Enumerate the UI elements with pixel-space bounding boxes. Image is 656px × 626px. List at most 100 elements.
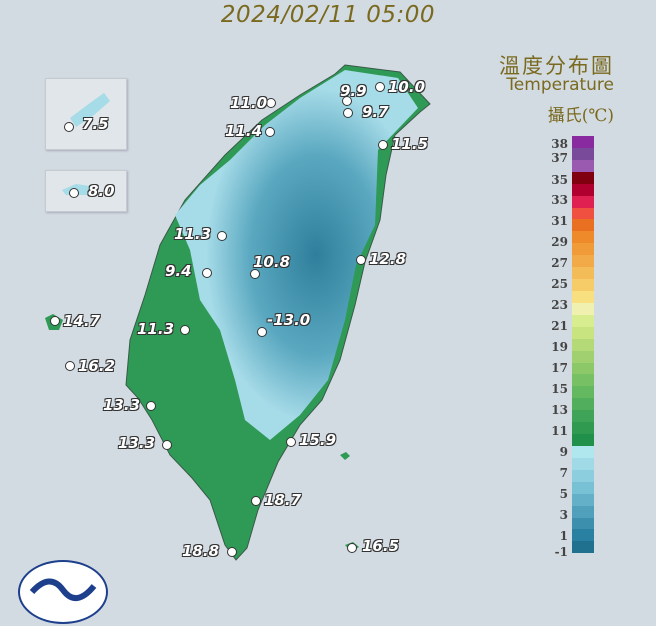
cold-interior: [175, 70, 418, 440]
colorbar-segment: [572, 326, 594, 339]
station-marker[interactable]: [347, 543, 357, 553]
colorbar-segment: [572, 159, 594, 172]
colorbar-tick-label: 7: [559, 466, 568, 480]
colorbar-segment: [572, 267, 594, 280]
station-temperature-label: 16.2: [78, 357, 116, 375]
colorbar-segment: [572, 529, 594, 542]
station-marker[interactable]: [217, 231, 227, 241]
station-marker[interactable]: [286, 437, 296, 447]
station-temperature-label: 9.4: [165, 262, 192, 280]
station-marker[interactable]: [265, 127, 275, 137]
colorbar-segment: [572, 147, 594, 160]
colorbar-tick-label: 38: [551, 137, 568, 151]
colorbar-segment: [572, 255, 594, 268]
colorbar-tick-label: 23: [551, 298, 568, 312]
colorbar-tick-label: 33: [551, 193, 568, 207]
station-marker[interactable]: [343, 108, 353, 118]
colorbar-segment: [572, 207, 594, 220]
station-temperature-label: 18.8: [182, 542, 220, 560]
colorbar-segment: [572, 231, 594, 244]
station-marker[interactable]: [266, 98, 276, 108]
station-temperature-label: -13.0: [267, 311, 311, 329]
station-temperature-label: 13.3: [103, 396, 141, 414]
station-temperature-label: 18.7: [264, 491, 302, 509]
station-temperature-label: 12.8: [369, 250, 407, 268]
colorbar-segment: [572, 517, 594, 530]
station-marker[interactable]: [227, 547, 237, 557]
station-temperature-label: 10.8: [253, 253, 291, 271]
colorbar-tick-label: 5: [559, 487, 568, 501]
colorbar-segment: [572, 219, 594, 232]
colorbar-segment: [572, 290, 594, 303]
station-marker[interactable]: [65, 361, 75, 371]
station-temperature-label: 8.0: [88, 182, 115, 200]
station-temperature-label: 11.4: [225, 122, 263, 140]
station-marker[interactable]: [342, 96, 352, 106]
colorbar-tick-label: 9: [559, 445, 568, 459]
colorbar-segment: [572, 410, 594, 423]
colorbar-segment: [572, 183, 594, 196]
colorbar-segment: [572, 445, 594, 458]
colorbar-segment: [572, 481, 594, 494]
station-temperature-label: 16.5: [362, 537, 400, 555]
legend-title-zh: 溫度分布圖: [499, 54, 614, 78]
colorbar-segment: [572, 434, 594, 446]
station-marker[interactable]: [146, 401, 156, 411]
station-temperature-label: 11.3: [137, 320, 175, 338]
colorbar-segment: [572, 279, 594, 291]
colorbar-segment: [572, 493, 594, 506]
colorbar-segment: [572, 302, 594, 315]
colorbar-segment: [572, 171, 594, 184]
station-marker[interactable]: [250, 269, 260, 279]
station-temperature-label: 11.0: [230, 94, 268, 112]
cwa-logo: [18, 560, 108, 624]
station-marker[interactable]: [180, 325, 190, 335]
colorbar-tick-label: 21: [551, 319, 568, 333]
station-temperature-label: 9.9: [340, 82, 367, 100]
colorbar-tick-label: 37: [551, 151, 568, 165]
colorbar-tick-label: 19: [551, 340, 568, 354]
colorbar-tick-label: 15: [551, 382, 568, 396]
colorbar-segment: [572, 195, 594, 208]
station-marker[interactable]: [356, 255, 366, 265]
matsu-island: [70, 93, 110, 127]
station-marker[interactable]: [251, 496, 261, 506]
station-temperature-label: 10.0: [388, 78, 426, 96]
colorbar-tick-label: 11: [551, 424, 568, 438]
colorbar-tick-label: 13: [551, 403, 568, 417]
colorbar-tick-label: 29: [551, 235, 568, 249]
station-marker[interactable]: [375, 82, 385, 92]
station-temperature-label: 15.9: [299, 431, 337, 449]
colorbar-segment: [572, 422, 594, 435]
colorbar-segment: [572, 350, 594, 363]
colorbar-tick-label: 25: [551, 277, 568, 291]
colorbar-segment: [572, 243, 594, 256]
colorbar-tick-label: 3: [559, 508, 568, 522]
colorbar-segment: [572, 362, 594, 375]
station-marker[interactable]: [64, 122, 74, 132]
station-marker[interactable]: [50, 316, 60, 326]
station-marker[interactable]: [378, 140, 388, 150]
station-temperature-label: 11.5: [391, 135, 429, 153]
colorbar-segment: [572, 136, 594, 148]
islet-green-island: [340, 452, 350, 460]
cwa-logo-wave-icon: [29, 578, 97, 601]
legend-title-en: Temperature: [506, 75, 614, 95]
colorbar-segment: [572, 386, 594, 399]
colorbar-tick-label: 1: [559, 529, 568, 543]
temperature-colorbar: [572, 136, 594, 554]
station-marker[interactable]: [69, 188, 79, 198]
colorbar-tick-label: 35: [551, 173, 568, 187]
station-marker[interactable]: [162, 440, 172, 450]
colorbar-tick-label: 17: [551, 361, 568, 375]
colorbar-segment: [572, 457, 594, 470]
colorbar-segment: [572, 469, 594, 482]
colorbar-tick-label: 27: [551, 256, 568, 270]
station-temperature-label: 13.3: [118, 434, 156, 452]
taiwan-map: [45, 64, 431, 561]
station-marker[interactable]: [257, 327, 267, 337]
station-marker[interactable]: [202, 268, 212, 278]
colorbar-segment: [572, 338, 594, 351]
colorbar-segment: [572, 398, 594, 411]
colorbar-segment: [572, 505, 594, 518]
